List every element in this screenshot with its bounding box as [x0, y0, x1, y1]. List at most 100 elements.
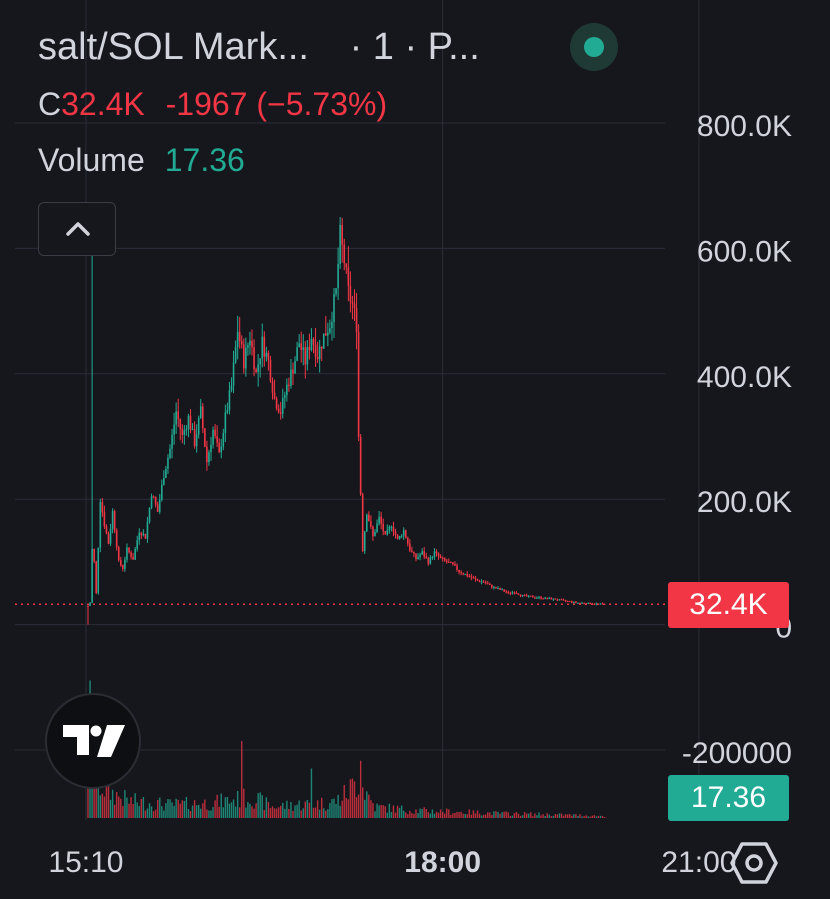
candle-body	[550, 598, 553, 600]
volume-bar	[593, 815, 596, 818]
volume-bar	[595, 816, 598, 818]
volume-bar	[202, 803, 204, 818]
candle-body	[466, 574, 469, 577]
volume-bar	[347, 799, 350, 818]
volume-bar	[318, 809, 321, 818]
volume-bar	[300, 810, 302, 818]
candle-body	[185, 429, 188, 431]
candle-body	[579, 602, 581, 604]
ohlc-legend: C32.4K -1967 (−5.73%)	[38, 86, 387, 123]
candle-body	[599, 603, 602, 605]
y-tick-label: 200.0K	[697, 486, 792, 519]
candle-body	[331, 321, 333, 329]
candle-body	[312, 338, 315, 345]
volume-bar	[249, 803, 251, 818]
candle-body	[511, 592, 514, 594]
volume-bar	[526, 813, 528, 818]
volume-bar	[462, 813, 464, 818]
candle-body	[107, 533, 110, 544]
candle-body	[109, 528, 112, 544]
volume-bar	[212, 807, 214, 818]
volume-bar	[296, 804, 298, 818]
volume-bar	[222, 807, 224, 818]
candle-body	[302, 347, 305, 350]
volume-bar	[253, 808, 255, 818]
volume-bar	[560, 813, 563, 818]
volume-bar	[198, 804, 200, 818]
volume-bar	[558, 813, 561, 818]
candle-body	[89, 602, 91, 606]
volume-bar	[515, 811, 518, 818]
volume-bar	[427, 812, 429, 818]
volume-bar	[378, 805, 380, 818]
volume-bar	[134, 793, 136, 818]
volume-bar	[439, 809, 442, 818]
interval-exchange[interactable]: · 1 · P...	[349, 26, 480, 68]
candle-body	[484, 582, 487, 584]
candle-body	[210, 444, 212, 453]
x-tick-label: 15:10	[48, 846, 123, 879]
volume-bar	[419, 808, 421, 818]
volume-bar	[255, 803, 257, 818]
candle-body	[306, 346, 309, 365]
candle-body	[359, 436, 362, 495]
candle-body	[251, 340, 253, 348]
candle-body	[120, 560, 122, 566]
candle-body	[197, 417, 200, 435]
volume-bar	[185, 796, 188, 818]
volume-bar	[601, 816, 604, 818]
candle-body	[415, 553, 417, 560]
y-tick-label: -200000	[682, 737, 792, 770]
volume-bar	[234, 806, 237, 818]
candle-body	[206, 446, 208, 463]
candle-body	[122, 565, 124, 569]
volume-bar	[349, 779, 352, 818]
candle-body	[224, 412, 227, 433]
candle-body	[443, 558, 446, 561]
candle-body	[292, 369, 294, 374]
volume-bar	[138, 806, 140, 818]
volume-bar	[245, 807, 247, 818]
candle-body	[161, 484, 163, 500]
candle-body	[409, 543, 411, 551]
volume-legend: Volume 17.36	[38, 142, 245, 179]
volume-bar	[124, 790, 126, 818]
volume-bar	[390, 812, 393, 818]
candle-body	[363, 531, 366, 551]
volume-bar	[571, 815, 573, 818]
volume-bar	[120, 798, 122, 818]
hexagon-settings-icon[interactable]	[730, 840, 778, 886]
candle-body	[343, 244, 346, 264]
candle-body	[341, 224, 343, 245]
candle-body	[558, 599, 561, 601]
candle-body	[427, 558, 430, 564]
candle-body	[296, 347, 298, 361]
candle-body	[421, 551, 423, 555]
candle-body	[521, 594, 524, 596]
symbol-title[interactable]: salt/SOL Mark...	[38, 26, 309, 68]
candle-body	[259, 358, 261, 365]
candle-body	[130, 552, 132, 557]
volume-bar	[286, 800, 288, 818]
volume-bar	[591, 815, 593, 818]
volume-bar	[398, 807, 401, 818]
volume-bar	[359, 760, 362, 818]
volume-bar	[93, 774, 95, 818]
volume-bar	[111, 789, 114, 818]
candle-body	[173, 424, 175, 435]
volume-bar	[362, 787, 364, 818]
chevron-up-icon	[66, 222, 90, 236]
volume-bar	[126, 797, 128, 818]
candle-body	[560, 599, 563, 601]
collapse-legend-button[interactable]	[38, 202, 116, 256]
candlesticks	[87, 217, 606, 625]
candle-body	[398, 535, 401, 539]
candle-body	[402, 530, 405, 536]
candle-body	[411, 550, 413, 552]
candle-body	[448, 561, 450, 563]
volume-bar	[425, 808, 427, 818]
volume-bar	[208, 810, 210, 818]
tradingview-logo-button[interactable]	[45, 693, 141, 789]
volume-bar	[269, 808, 272, 818]
candle-body	[394, 531, 397, 535]
